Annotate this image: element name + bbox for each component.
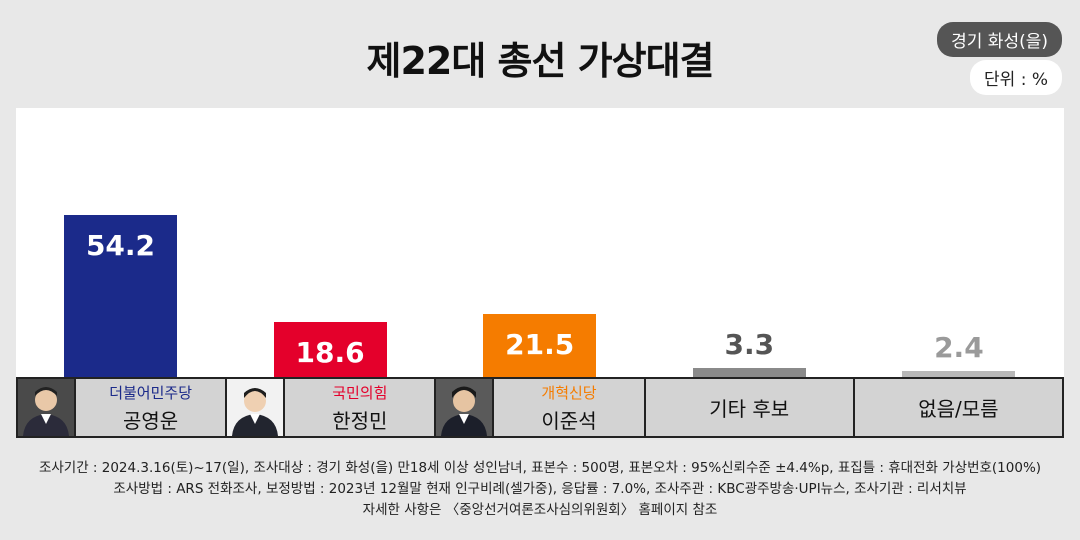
candidate-name: 공영운 [123, 408, 179, 433]
candidate-name: 없음/모름 [918, 397, 999, 421]
candidate-name: 한정민 [332, 408, 388, 433]
survey-note-line: 자세한 사항은 〈중앙선거여론조사심의위원회〉 홈페이지 참조 [362, 502, 718, 518]
party-label: 개혁신당 [541, 383, 597, 402]
candidate-photo [227, 379, 286, 436]
person-icon [23, 387, 69, 436]
region-badge: 경기 화성(을) [937, 22, 1062, 57]
party-label: 국민의힘 [332, 383, 388, 402]
bar [692, 368, 806, 378]
candidate-cell: 국민의힘 한정민 [227, 379, 437, 436]
bar-value-label: 3.3 [724, 328, 775, 362]
candidate-name: 이준석 [541, 408, 597, 433]
candidate-cell: 기타 후보 [646, 379, 855, 436]
bar [483, 313, 597, 378]
bar [902, 370, 1016, 378]
survey-note-line: 조사기간 : 2024.3.16(토)~17(일), 조사대상 : 경기 화성(… [38, 460, 1042, 476]
unit-badge: 단위 : % [970, 60, 1062, 95]
candidate-name: 기타 후보 [709, 397, 790, 421]
bar-value-label: 21.5 [505, 327, 575, 361]
candidate-cell: 더불어민주당 공영운 [18, 379, 228, 436]
bar [273, 322, 387, 378]
bar-value-label: 18.6 [295, 336, 365, 370]
bar-value-label: 2.4 [934, 330, 984, 364]
party-label: 더불어민주당 [109, 383, 192, 402]
bar-value-label: 54.2 [85, 229, 156, 263]
person-icon [232, 388, 279, 436]
candidate-photo [436, 379, 495, 436]
candidate-row: 더불어민주당 공영운 국민의힘 한정민 개혁신당 [16, 377, 1064, 438]
person-icon [441, 386, 488, 436]
candidate-cell: 개혁신당 이준석 [436, 379, 646, 436]
candidate-cell: 없음/모름 [855, 379, 1062, 436]
survey-notes: 조사기간 : 2024.3.16(토)~17(일), 조사대상 : 경기 화성(… [0, 458, 1080, 521]
survey-note-line: 조사방법 : ARS 전화조사, 보정방법 : 2023년 12월말 현재 인구… [113, 481, 967, 497]
chart-title: 제22대 총선 가상대결 [366, 39, 714, 83]
plot-area: 54.2 18.6 21.5 3.3 2.4 [16, 108, 1064, 378]
bar [64, 215, 177, 378]
candidate-photo [18, 379, 76, 436]
